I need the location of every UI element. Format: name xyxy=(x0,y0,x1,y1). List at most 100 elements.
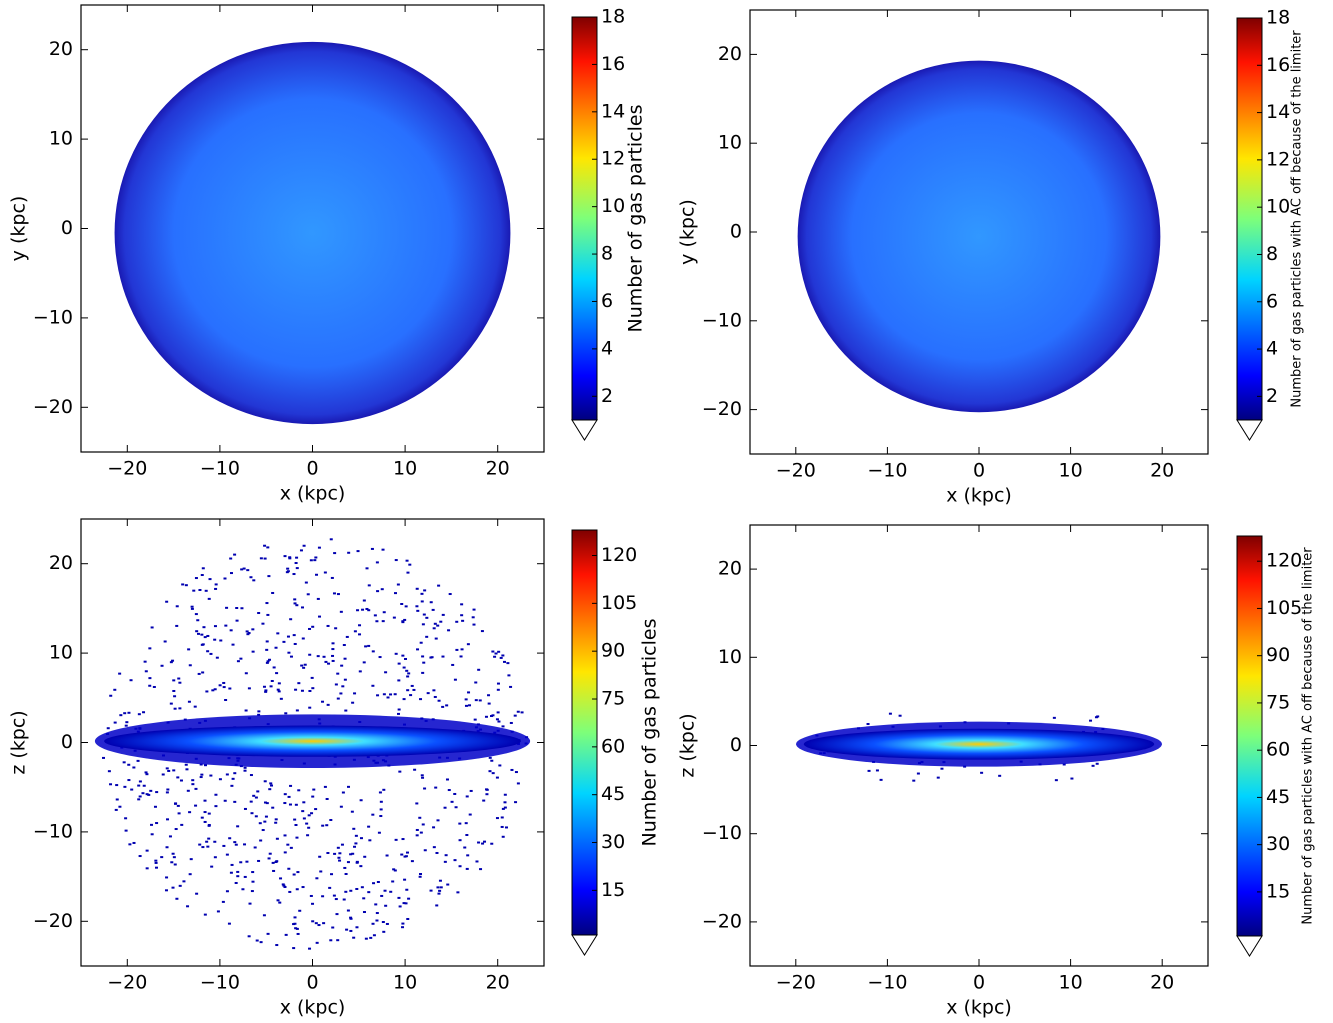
halo-dot xyxy=(500,825,504,828)
halo-dot xyxy=(228,687,232,690)
halo-dot xyxy=(269,782,273,785)
halo-dot xyxy=(389,693,393,696)
x-axis-label: x (kpc) xyxy=(946,485,1012,507)
halo-dot xyxy=(336,697,340,700)
halo-dot xyxy=(180,823,184,826)
halo-dot xyxy=(169,702,173,705)
halo-dot xyxy=(425,635,429,638)
y-tick-label: 0 xyxy=(61,217,73,239)
halo-dot xyxy=(165,767,169,770)
halo-dot xyxy=(282,884,286,887)
halo-dot xyxy=(281,883,285,886)
halo-dot xyxy=(171,659,175,662)
halo-dot xyxy=(128,843,132,846)
halo-dot xyxy=(453,678,457,681)
colorbar-tick-label: 75 xyxy=(1266,691,1290,713)
halo-dot xyxy=(463,846,467,849)
halo-dot xyxy=(355,887,359,890)
halo-dot xyxy=(403,878,407,881)
halo-dot xyxy=(329,939,333,942)
halo-dot xyxy=(998,774,1002,777)
halo-dot xyxy=(398,905,402,908)
halo-dot xyxy=(415,587,419,590)
y-tick-label: 10 xyxy=(49,642,73,664)
halo-dot xyxy=(364,937,368,940)
halo-dot xyxy=(194,613,198,616)
halo-dot xyxy=(446,883,450,886)
halo-dot xyxy=(196,619,200,622)
halo-dot xyxy=(346,861,350,864)
halo-dot xyxy=(256,790,260,793)
halo-dot xyxy=(109,694,113,697)
y-tick-label: −10 xyxy=(33,820,73,842)
halo-dot xyxy=(464,704,468,707)
halo-dot xyxy=(379,800,383,803)
halo-dot xyxy=(300,606,304,609)
halo-dot xyxy=(407,672,411,675)
halo-dot xyxy=(465,834,469,837)
halo-dot xyxy=(455,648,459,651)
colorbar-tick-label: 6 xyxy=(1266,290,1278,312)
halo-dot xyxy=(311,920,315,923)
halo-dot xyxy=(1089,719,1093,722)
halo-dot xyxy=(503,801,507,804)
halo-dot xyxy=(286,567,290,570)
y-tick-label: −10 xyxy=(33,306,73,328)
halo-dot xyxy=(421,776,425,779)
halo-dot xyxy=(172,679,176,682)
halo-dot xyxy=(350,810,354,813)
halo-dot xyxy=(263,820,267,823)
halo-dot xyxy=(360,886,364,889)
y-tick-label: −10 xyxy=(702,822,742,844)
colorbar-tick-label: 45 xyxy=(601,783,625,805)
halo-dot xyxy=(317,546,321,549)
halo-dot xyxy=(283,793,287,796)
halo-dot xyxy=(867,769,871,772)
halo-dot xyxy=(501,725,505,728)
halo-dot xyxy=(295,567,299,570)
halo-dot xyxy=(213,688,217,691)
halo-dot xyxy=(313,559,317,562)
halo-dot xyxy=(175,624,179,627)
halo-dot xyxy=(510,768,514,771)
halo-dot xyxy=(203,799,207,802)
halo-dot xyxy=(209,774,213,777)
y-axis-label: y (kpc) xyxy=(8,196,30,262)
halo-dot xyxy=(259,941,263,944)
halo-dot xyxy=(504,826,508,829)
halo-dot xyxy=(375,912,379,915)
halo-dot xyxy=(292,873,296,876)
halo-dot xyxy=(236,875,240,878)
halo-dot xyxy=(123,712,127,715)
halo-dot xyxy=(268,788,272,791)
halo-dot xyxy=(171,852,175,855)
halo-dot xyxy=(265,602,269,605)
halo-dot xyxy=(210,865,214,868)
halo-dot xyxy=(403,618,407,621)
halo-dot xyxy=(293,818,297,821)
halo-dot xyxy=(129,679,133,682)
halo-dot xyxy=(305,822,309,825)
halo-dot xyxy=(398,770,402,773)
halo-dot xyxy=(306,593,310,596)
halo-dot xyxy=(325,824,329,827)
halo-dot xyxy=(251,628,255,631)
halo-dot xyxy=(223,577,227,580)
halo-dot xyxy=(328,886,332,889)
halo-dot xyxy=(301,637,305,640)
halo-dot xyxy=(315,941,319,944)
x-tick-label: −10 xyxy=(200,458,240,480)
halo-dot xyxy=(483,840,487,843)
halo-dot xyxy=(148,684,152,687)
halo-dot xyxy=(275,672,279,675)
halo-dot xyxy=(332,592,336,595)
halo-dot xyxy=(336,846,340,849)
halo-dot xyxy=(213,840,217,843)
halo-dot xyxy=(124,817,128,820)
halo-dot xyxy=(200,643,204,646)
halo-dot xyxy=(465,795,469,798)
halo-dot xyxy=(303,663,307,666)
halo-dot xyxy=(136,759,140,762)
halo-dot xyxy=(194,787,198,790)
halo-dot xyxy=(321,895,325,898)
